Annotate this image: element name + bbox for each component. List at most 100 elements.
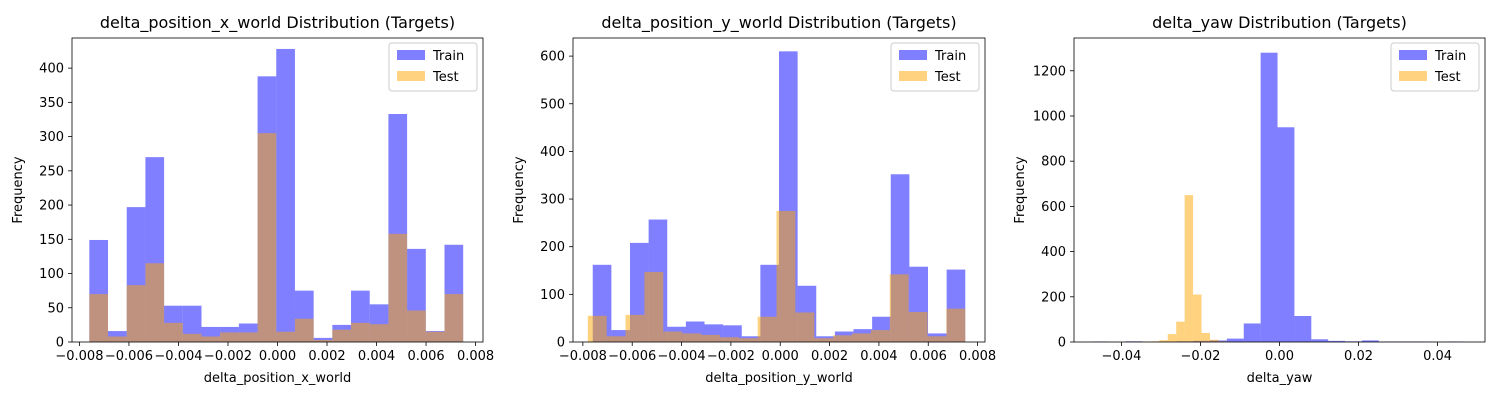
x-tick-label: −0.004 [154, 349, 202, 364]
legend: Train Test [890, 42, 980, 92]
histogram-bar-test [201, 336, 221, 342]
y-tick-label: 200 [39, 199, 64, 214]
x-tick-label: −0.008 [55, 349, 103, 364]
histogram-bar-test [757, 316, 777, 342]
histogram-bar-test [351, 322, 370, 342]
histogram-bar-test [1184, 195, 1194, 342]
histogram-bar-test [145, 263, 165, 342]
histogram-bar-test [795, 312, 815, 342]
x-tick-label: −0.006 [105, 349, 153, 364]
histogram-bar-test [1176, 321, 1185, 342]
histogram-bar-test [388, 233, 408, 342]
y-tick-label: 300 [540, 193, 565, 208]
x-tick-label: −0.02 [1181, 349, 1221, 364]
legend-swatch-test [1399, 71, 1427, 81]
histogram-bar-test [852, 333, 871, 342]
legend-swatch-train [899, 50, 927, 60]
histogram-bar-train [1361, 340, 1379, 342]
histogram-bar-test [606, 336, 626, 342]
axes-frame [572, 37, 986, 343]
x-tick-label: 0.008 [457, 349, 494, 364]
y-tick-label: 350 [39, 96, 64, 111]
histogram-bar-test [1209, 339, 1219, 342]
histogram-bar-test [238, 332, 258, 342]
histogram-bar-train [313, 337, 333, 342]
legend-label-train: Train [1434, 49, 1466, 64]
histogram-bar-test [946, 308, 966, 342]
x-tick-label: −0.008 [559, 349, 607, 364]
x-tick-label: −0.002 [204, 349, 252, 364]
x-tick-label: 0.004 [860, 349, 897, 364]
histogram-bar-test [1193, 294, 1202, 342]
histogram-bar-train [276, 48, 295, 342]
histogram-bar-test [126, 285, 146, 342]
histogram-bar-test [738, 338, 758, 342]
y-tick-label: 50 [47, 301, 64, 316]
legend-swatch-test [397, 71, 425, 81]
histogram-bar-test [182, 333, 202, 342]
histogram-bar-test [663, 331, 683, 342]
y-tick-label: 600 [1041, 200, 1066, 215]
legend-swatch-train [1399, 50, 1427, 60]
chart-title: delta_position_y_world Distribution (Tar… [601, 13, 956, 33]
y-tick-label: 1200 [1033, 64, 1066, 79]
chart-title: delta_position_x_world Distribution (Tar… [100, 13, 455, 33]
histogram-bar-train [1277, 127, 1295, 342]
y-tick-label: 600 [540, 50, 565, 65]
plot-area [1091, 52, 1464, 342]
x-tick-label: −0.006 [608, 349, 656, 364]
y-tick-label: 0 [557, 336, 565, 351]
histogram-bar-test [701, 334, 720, 342]
x-tick-label: −0.04 [1102, 349, 1142, 364]
histogram-bar-test [294, 318, 314, 342]
x-tick-label: 0.002 [811, 349, 848, 364]
chart-title: delta_yaw Distribution (Targets) [1152, 13, 1407, 33]
y-axis-label: Frequency [512, 156, 527, 223]
histogram-bar-test [276, 331, 295, 342]
x-tick-label: −0.002 [707, 349, 755, 364]
y-axis-label: Frequency [11, 156, 26, 223]
histogram-bar-test [164, 322, 183, 342]
x-tick-label: 0.002 [308, 349, 345, 364]
histogram-bar-test [776, 210, 796, 342]
histogram-bar-test [682, 333, 702, 342]
x-tick-label: 0.006 [910, 349, 947, 364]
histogram-bar-test [313, 339, 333, 342]
y-tick-label: 200 [1041, 290, 1066, 305]
x-axis-label: delta_yaw [1247, 371, 1313, 386]
x-tick-label: 0.008 [959, 349, 996, 364]
histogram-bar-train [1311, 339, 1329, 342]
plot-area [587, 51, 966, 343]
histogram-bar-test [1201, 332, 1210, 342]
y-tick-label: 250 [39, 164, 64, 179]
y-tick-label: 0 [56, 336, 64, 351]
histogram-bar-test [89, 294, 109, 342]
histogram-bar-test [644, 271, 664, 342]
subplot-delta-position-y: −0.008 −0.006 −0.004 −0.002 0.000 0.002 0.004 0… [512, 13, 996, 386]
y-tick-label: 500 [540, 97, 565, 112]
histogram-bar-test [1167, 334, 1177, 342]
y-tick-label: 400 [540, 145, 565, 160]
x-tick-label: −0.004 [657, 349, 705, 364]
x-tick-label: 0.00 [1265, 349, 1294, 364]
histogram-bar-test [257, 133, 277, 342]
legend-swatch-test [899, 71, 927, 81]
histogram-bar-train [1226, 338, 1244, 342]
legend-label-test: Test [934, 70, 961, 85]
y-tick-label: 0 [1058, 336, 1066, 351]
histogram-bar-test [719, 337, 739, 342]
histogram-bar-test [908, 311, 928, 342]
histogram-bar-test [870, 330, 890, 342]
x-tick-label: 0.02 [1344, 349, 1373, 364]
y-tick-label: 1000 [1033, 109, 1066, 124]
y-tick-label: 100 [540, 288, 565, 303]
histogram-bar-test [1159, 340, 1168, 342]
histogram-bar-train [182, 305, 202, 342]
histogram-bar-train [611, 330, 630, 342]
legend-label-test: Test [1434, 70, 1461, 85]
histogram-bar-train [1294, 316, 1312, 342]
histogram-bar-train [1209, 340, 1227, 342]
x-tick-label: 0.000 [259, 349, 296, 364]
histogram-bar-train [1328, 340, 1346, 342]
